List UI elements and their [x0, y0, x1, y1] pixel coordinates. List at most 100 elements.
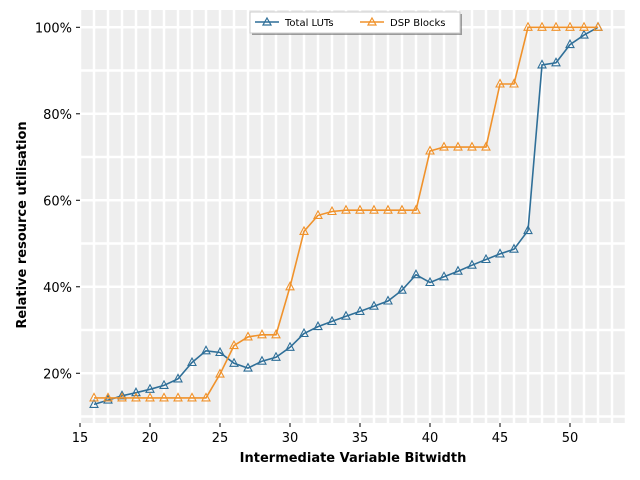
y-tick-label: 40% — [43, 281, 72, 296]
x-tick-label: 15 — [72, 431, 89, 446]
data-point-marker — [537, 21, 547, 31]
data-point-marker — [243, 362, 253, 372]
data-point-marker — [299, 327, 309, 338]
data-point-marker — [411, 269, 421, 279]
data-point-marker — [425, 276, 435, 287]
legend-label-luts: Total LUTs — [284, 18, 334, 29]
data-point-marker — [285, 341, 295, 351]
data-point-marker — [271, 351, 281, 361]
data-point-marker — [397, 284, 407, 294]
data-point-marker — [355, 305, 365, 315]
data-point-marker — [313, 209, 323, 219]
x-tick-label: 50 — [562, 431, 579, 446]
data-point-marker — [229, 357, 239, 367]
data-point-marker — [117, 390, 127, 400]
x-tick-label: 40 — [422, 431, 439, 446]
data-point-marker — [495, 248, 505, 258]
data-point-marker — [271, 329, 281, 339]
data-point-marker — [159, 379, 169, 389]
y-tick-label: 20% — [43, 367, 72, 382]
x-axis-label: Intermediate Variable Bitwidth — [240, 451, 467, 466]
data-point-marker — [383, 295, 393, 305]
data-point-marker — [355, 204, 365, 214]
data-point-marker — [117, 392, 127, 402]
data-point-marker — [565, 21, 575, 31]
data-point-marker — [145, 392, 155, 402]
x-tick-label: 20 — [142, 431, 159, 446]
data-point-marker — [369, 204, 379, 214]
data-point-marker — [425, 145, 435, 155]
data-point-marker — [579, 21, 589, 31]
data-point-marker — [341, 204, 351, 214]
x-tick-label: 45 — [492, 431, 509, 446]
tick-marks: 15 20 25 30 35 40 45 50 20% 40% 60% 80% 100% — [35, 21, 578, 446]
data-point-marker — [579, 29, 589, 39]
x-tick-label: 35 — [352, 431, 369, 446]
legend-label-dsp: DSP Blocks — [390, 18, 446, 29]
data-point-marker — [187, 392, 197, 402]
data-point-marker — [523, 21, 533, 31]
data-point-marker — [89, 398, 99, 408]
data-point-marker — [523, 224, 533, 235]
data-point-marker — [509, 243, 519, 253]
data-point-marker — [89, 392, 99, 402]
data-point-marker — [327, 315, 337, 325]
data-point-marker — [103, 394, 113, 404]
data-point-marker — [453, 265, 463, 275]
data-point-marker — [215, 368, 225, 378]
data-point-marker — [397, 204, 407, 214]
data-point-marker — [453, 141, 463, 151]
x-tick-label: 30 — [282, 431, 299, 446]
data-point-marker — [481, 141, 491, 151]
plot-area — [80, 10, 626, 423]
legend: Total LUTs DSP Blocks — [249, 11, 462, 35]
data-point-marker — [229, 339, 239, 350]
y-tick-label: 60% — [43, 194, 72, 209]
data-point-marker — [299, 225, 309, 235]
series-total-luts — [89, 21, 603, 408]
data-point-marker — [467, 141, 477, 151]
data-point-marker — [201, 345, 211, 355]
data-point-marker — [103, 392, 113, 402]
legend-box — [249, 11, 461, 34]
y-tick-label: 80% — [43, 108, 72, 123]
data-point-marker — [327, 205, 337, 216]
data-point-marker — [593, 21, 603, 31]
data-point-marker — [439, 141, 449, 151]
data-point-marker — [383, 204, 393, 214]
data-point-marker — [439, 271, 449, 281]
data-point-marker — [215, 346, 225, 357]
data-point-marker — [257, 355, 267, 365]
data-point-marker — [411, 204, 421, 214]
data-point-marker — [173, 373, 183, 383]
data-point-marker — [369, 300, 379, 310]
data-point-marker — [131, 392, 141, 402]
data-point-marker — [159, 392, 169, 402]
y-tick-label: 100% — [35, 21, 72, 36]
data-point-marker — [467, 259, 477, 269]
data-point-marker — [509, 78, 519, 88]
data-point-marker — [537, 59, 547, 69]
data-point-marker — [495, 78, 505, 88]
data-point-marker — [481, 253, 491, 264]
legend-marker-luts — [261, 16, 273, 26]
y-axis-label: Relative resource utilisation — [15, 121, 30, 328]
data-point-marker — [201, 392, 211, 402]
data-point-marker — [243, 331, 253, 341]
data-point-marker — [341, 310, 351, 320]
series-dsp-blocks — [89, 21, 603, 402]
data-point-marker — [565, 38, 575, 49]
series-layer — [89, 21, 603, 408]
data-point-marker — [187, 356, 197, 367]
data-point-marker — [285, 281, 295, 291]
data-point-marker — [313, 320, 323, 331]
data-point-marker — [173, 392, 183, 402]
data-point-marker — [551, 21, 561, 31]
data-point-marker — [551, 57, 561, 67]
data-point-marker — [131, 387, 141, 397]
data-point-marker — [257, 329, 267, 339]
series-line — [94, 26, 598, 399]
series-line — [93, 26, 599, 406]
x-tick-label: 25 — [212, 431, 229, 446]
